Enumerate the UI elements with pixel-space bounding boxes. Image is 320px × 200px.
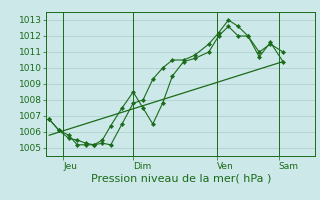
X-axis label: Pression niveau de la mer( hPa ): Pression niveau de la mer( hPa ) <box>91 173 271 183</box>
